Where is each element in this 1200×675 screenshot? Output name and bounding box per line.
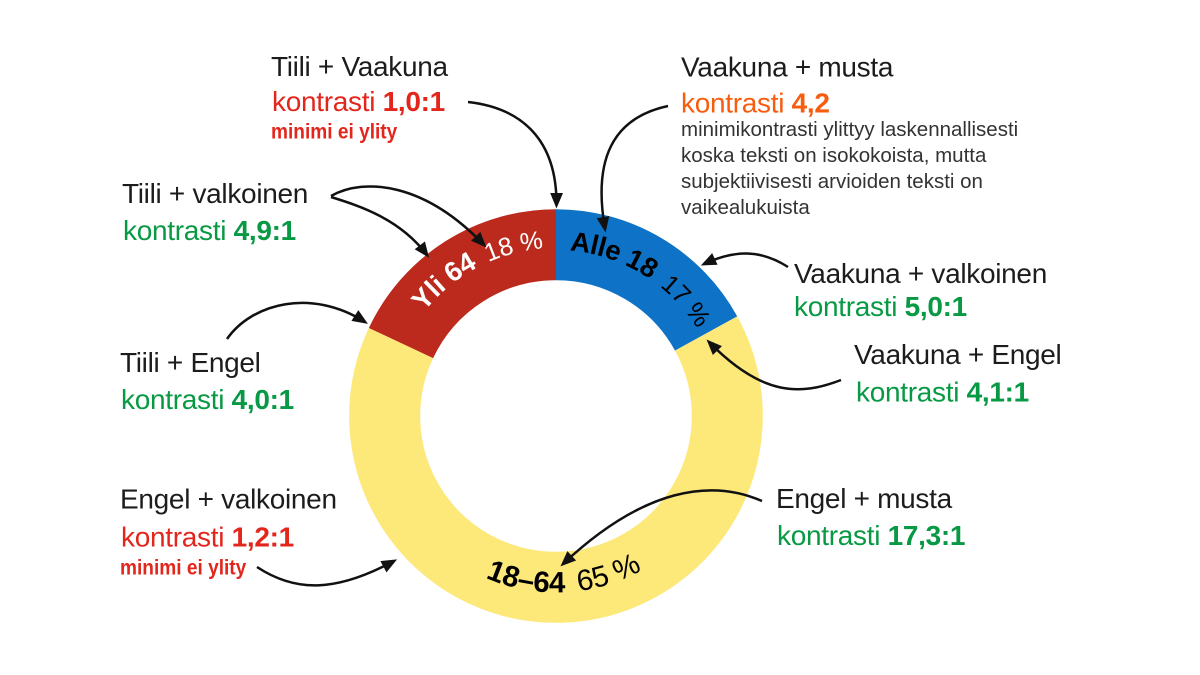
- svg-text:minimi ei ylity: minimi ei ylity: [271, 121, 398, 144]
- svg-text:kontrasti 4,9:1: kontrasti 4,9:1: [123, 215, 296, 246]
- svg-text:kontrasti 1,0:1: kontrasti 1,0:1: [272, 86, 445, 117]
- svg-text:Engel + musta: Engel + musta: [776, 483, 953, 514]
- svg-text:minimikontrasti ylittyy lasken: minimikontrasti ylittyy laskennallisesti: [681, 118, 1018, 141]
- svg-text:minimi ei ylity: minimi ei ylity: [120, 557, 247, 580]
- svg-text:Vaakuna + musta: Vaakuna + musta: [681, 52, 894, 83]
- svg-text:kontrasti 4,0:1: kontrasti 4,0:1: [121, 384, 294, 415]
- svg-text:Tiili + valkoinen: Tiili + valkoinen: [122, 178, 308, 209]
- svg-text:kontrasti 1,2:1: kontrasti 1,2:1: [121, 521, 294, 552]
- svg-text:Tiili + Engel: Tiili + Engel: [120, 347, 261, 378]
- svg-text:Engel + valkoinen: Engel + valkoinen: [120, 484, 337, 515]
- svg-text:Tiili + Vaakuna: Tiili + Vaakuna: [271, 51, 449, 82]
- svg-text:vaikealukuista: vaikealukuista: [681, 196, 810, 219]
- svg-text:kontrasti 5,0:1: kontrasti 5,0:1: [794, 291, 967, 322]
- svg-text:subjektiivisesti arvioiden tek: subjektiivisesti arvioiden teksti on: [681, 170, 983, 193]
- svg-text:Vaakuna + Engel: Vaakuna + Engel: [854, 339, 1061, 370]
- svg-text:koska teksti on isokokoista, m: koska teksti on isokokoista, mutta: [681, 144, 987, 167]
- svg-text:Vaakuna + valkoinen: Vaakuna + valkoinen: [794, 258, 1047, 289]
- svg-text:kontrasti 4,1:1: kontrasti 4,1:1: [856, 377, 1029, 408]
- svg-text:kontrasti 4,2: kontrasti 4,2: [681, 88, 830, 119]
- svg-text:kontrasti 17,3:1: kontrasti 17,3:1: [777, 520, 965, 551]
